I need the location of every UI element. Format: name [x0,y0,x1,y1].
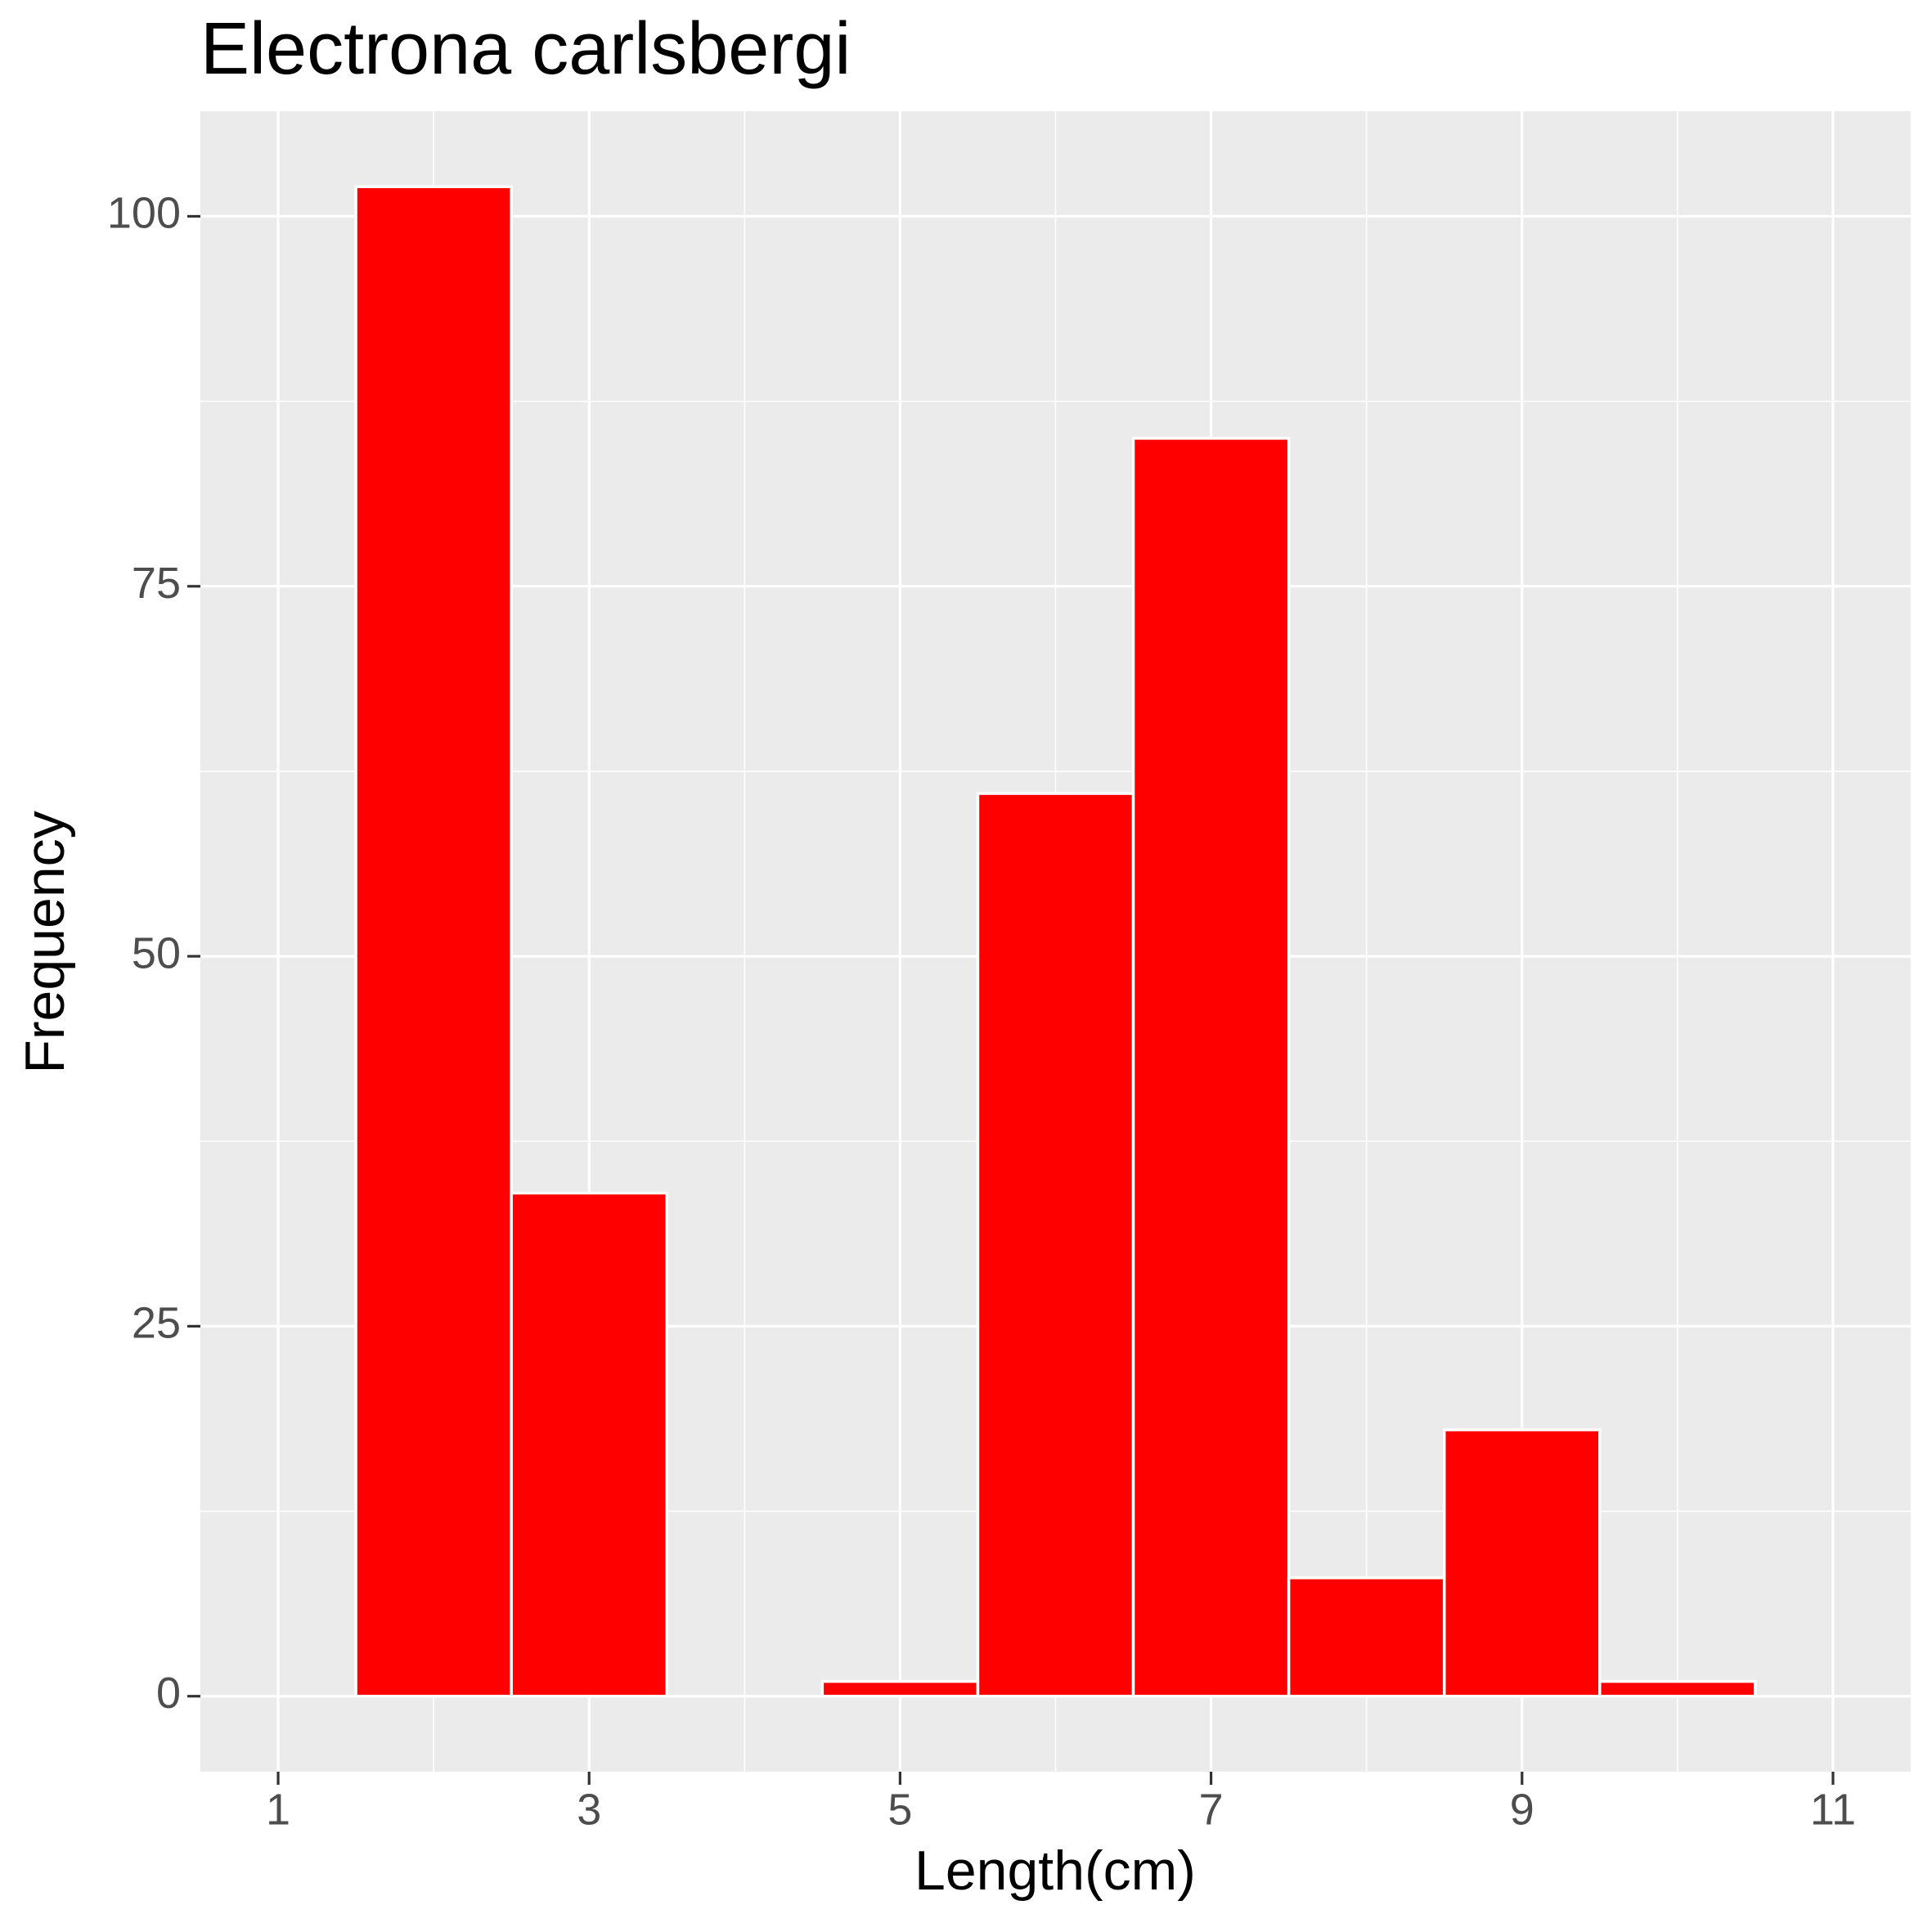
y-tick-label: 0 [156,1669,181,1718]
x-axis-title: Length(cm) [914,1840,1196,1902]
x-tick-label: 1 [266,1785,290,1834]
y-tick-label: 100 [107,189,181,238]
bar [1598,1679,1757,1698]
y-tick-label: 25 [132,1299,181,1348]
bar [1287,1576,1446,1698]
chart-title: Electrona carlsbergi [200,8,851,90]
x-tick-label: 3 [577,1785,601,1834]
bar [510,1191,669,1698]
x-tick-label: 5 [887,1785,912,1834]
bar [1442,1428,1602,1698]
bar [976,792,1135,1698]
bar [1131,437,1291,1698]
x-tick-label: 11 [1810,1785,1856,1834]
y-axis-title: Frequency [14,811,76,1073]
bar [354,185,513,1698]
x-tick-label: 9 [1510,1785,1534,1834]
x-tick-label: 7 [1199,1785,1224,1834]
y-tick-label: 75 [132,559,181,608]
bar [820,1679,980,1698]
y-tick-label: 50 [132,928,181,977]
